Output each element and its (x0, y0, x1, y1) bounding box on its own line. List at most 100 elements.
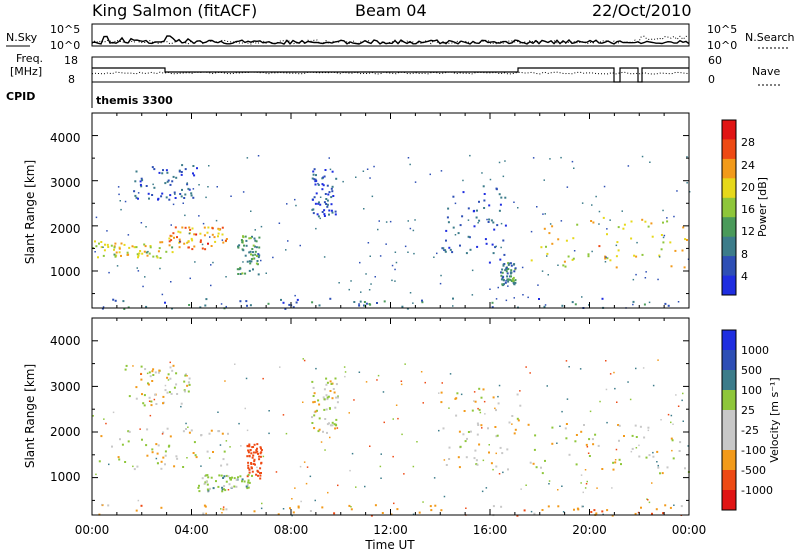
colorbar-segment (722, 370, 736, 391)
data-cell (118, 193, 120, 196)
data-cell (334, 210, 337, 213)
data-cell (92, 415, 94, 417)
data-cell (294, 294, 296, 297)
data-cell (482, 459, 485, 462)
data-cell (198, 490, 201, 493)
data-cell (467, 235, 470, 238)
data-cell (674, 249, 677, 252)
data-cell (166, 171, 169, 174)
data-cell (501, 271, 504, 274)
data-cell (637, 511, 640, 514)
power-colorbar-frame (721, 119, 737, 296)
data-cell (350, 280, 352, 282)
data-cell (574, 440, 577, 443)
data-cell (137, 499, 140, 502)
data-cell (200, 465, 202, 467)
data-cell (225, 480, 228, 483)
data-cell (456, 392, 459, 395)
data-cell (289, 507, 291, 510)
data-cell (672, 457, 675, 460)
data-cell (651, 482, 653, 484)
data-cell (541, 270, 544, 272)
data-cell (211, 233, 214, 236)
freq-tick-bottom: 8 (68, 73, 75, 86)
data-cell (652, 451, 654, 454)
data-cell (113, 253, 116, 256)
data-cell (143, 394, 146, 397)
data-cell (153, 186, 156, 189)
data-cell (246, 475, 249, 478)
data-cell (575, 463, 578, 466)
data-cell (331, 424, 334, 427)
data-cell (257, 470, 260, 473)
data-cell (505, 280, 507, 282)
data-cell (374, 276, 376, 278)
data-cell (322, 184, 325, 187)
data-cell (507, 280, 510, 283)
data-cell (251, 235, 253, 238)
power-cb-tick-28: 28 (741, 136, 755, 149)
data-cell (193, 233, 196, 236)
data-cell (485, 242, 488, 245)
data-cell (268, 432, 270, 435)
data-cell (324, 449, 326, 451)
data-cell (242, 191, 245, 193)
data-cell (105, 422, 107, 425)
data-cell (379, 465, 382, 468)
data-cell (191, 239, 194, 242)
data-cell (224, 380, 226, 382)
data-cell (248, 454, 251, 457)
data-cell (458, 430, 461, 433)
cpid-label: CPID (6, 90, 35, 103)
data-cell (201, 247, 204, 250)
data-cell (249, 250, 252, 253)
data-cell (491, 243, 494, 246)
data-cell (239, 273, 242, 275)
data-cell (127, 306, 130, 309)
data-cell (633, 254, 636, 257)
vel-cb-tick-neg500: -500 (741, 464, 766, 477)
data-cell (148, 371, 151, 374)
data-cell (599, 400, 601, 403)
data-cell (614, 387, 616, 390)
data-cell (118, 458, 121, 461)
data-cell (583, 424, 585, 426)
data-cell (559, 425, 561, 427)
data-cell (348, 412, 350, 414)
data-cell (369, 255, 371, 257)
data-cell (505, 299, 508, 302)
data-cell (138, 252, 141, 255)
colorbar-segment (722, 490, 736, 511)
data-cell (647, 429, 650, 432)
data-cell (225, 276, 227, 278)
data-cell (246, 445, 249, 448)
data-cell (684, 467, 686, 470)
data-cell (380, 453, 382, 455)
data-cell (509, 278, 512, 281)
power-ytick-1000: 1000 (50, 265, 81, 279)
data-cell (259, 474, 262, 477)
data-cell (151, 380, 154, 382)
data-cell (377, 374, 380, 377)
data-cell (452, 297, 454, 300)
data-cell (438, 429, 440, 432)
data-cell (246, 455, 249, 458)
data-cell (233, 485, 236, 488)
data-cell (222, 241, 225, 244)
power-ytick-2000: 2000 (50, 222, 81, 236)
data-cell (507, 468, 509, 471)
data-cell (478, 219, 481, 222)
data-cell (187, 426, 189, 428)
data-cell (316, 409, 318, 412)
data-cell (448, 246, 451, 249)
data-cell (635, 447, 638, 449)
data-cell (495, 245, 497, 248)
data-cell (383, 421, 385, 424)
data-cell (631, 434, 634, 437)
data-cell (103, 249, 106, 252)
data-cell (153, 398, 156, 401)
data-cell (149, 246, 152, 249)
data-cell (313, 392, 316, 395)
data-cell (370, 283, 372, 285)
data-cell (151, 194, 154, 196)
